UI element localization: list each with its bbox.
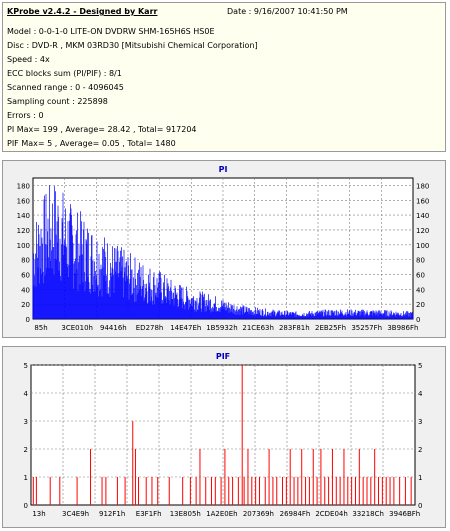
y-tick-label-right: 120 <box>416 227 429 235</box>
y-tick-label-right: 140 <box>416 212 429 220</box>
y-tick-label-right: 20 <box>416 301 425 309</box>
y-tick-label-left: 80 <box>21 257 30 265</box>
pi-chart: PI 0 0 20 20 40 40 60 60 80 80 100 100 120 120 140 140 16… <box>17 165 430 332</box>
y-tick-label-left: 180 <box>17 182 30 190</box>
y-tick-label-left: 5 <box>24 362 28 370</box>
y-tick-label-left: 0 <box>26 316 30 324</box>
x-tick-label: 2CDE04h <box>315 510 348 518</box>
pi-stats-line: PI Max= 199 , Average= 28.42 , Total= 91… <box>7 125 197 134</box>
x-tick-label: E3F1Fh <box>136 510 162 518</box>
range-line: Scanned range : 0 - 4096045 <box>7 83 124 92</box>
errors-line: Errors : 0 <box>7 111 44 120</box>
y-tick-label-left: 2 <box>24 446 28 454</box>
chart-title: PI <box>219 165 228 174</box>
pi-bars <box>32 185 414 319</box>
y-tick-label-right: 0 <box>418 502 422 510</box>
x-tick-label: 26984Fh <box>280 510 311 518</box>
x-tick-label: 13h <box>32 510 45 518</box>
chart-title: PIF <box>216 352 230 361</box>
x-tick-label: 3B986Fh <box>387 324 418 332</box>
x-tick-label: 283F81h <box>279 324 310 332</box>
x-tick-label: 1B5932h <box>206 324 238 332</box>
pif-chart: PIF 0 0 1 1 2 2 3 3 4 4 5 5 13h 3C4E9h 912F1h E3F1Fh 13E8… <box>24 352 423 518</box>
y-tick-label-left: 3 <box>24 418 28 426</box>
y-tick-label-right: 160 <box>416 197 429 205</box>
speed-line: Speed : 4x <box>7 55 50 64</box>
y-tick-label-right: 4 <box>418 390 423 398</box>
x-tick-label: 13E805h <box>170 510 201 518</box>
x-tick-label: 3C4E9h <box>62 510 89 518</box>
y-tick-label-left: 120 <box>17 227 30 235</box>
x-tick-label: 21CE63h <box>242 324 274 332</box>
x-tick-label: 94416h <box>100 324 127 332</box>
x-tick-label: 3CE010h <box>61 324 93 332</box>
y-tick-label-left: 40 <box>21 286 30 294</box>
x-tick-label: 33218Ch <box>352 510 384 518</box>
y-tick-label-right: 60 <box>416 271 425 279</box>
pi-chart-panel: PI 0 0 20 20 40 40 60 60 80 80 100 100 120 120 140 140 16… <box>2 160 446 338</box>
y-tick-label-left: 100 <box>17 242 30 250</box>
x-tick-label: 85h <box>34 324 47 332</box>
sampling-line: Sampling count : 225898 <box>7 97 108 106</box>
y-tick-label-left: 0 <box>24 502 28 510</box>
y-tick-label-left: 20 <box>21 301 30 309</box>
info-panel: KProbe v2.4.2 - Designed by Karr Date : … <box>2 2 446 152</box>
x-tick-label: ED278h <box>136 324 164 332</box>
x-tick-label: 14E47Eh <box>170 324 201 332</box>
ecc-line: ECC blocks sum (PI/PIF) : 8/1 <box>7 69 122 78</box>
x-tick-label: 35257Fh <box>351 324 382 332</box>
scan-date: Date : 9/16/2007 10:41:50 PM <box>227 7 348 16</box>
y-tick-label-left: 4 <box>24 390 29 398</box>
y-tick-label-right: 1 <box>418 474 422 482</box>
pif-bars <box>32 365 412 505</box>
x-tick-label: 207369h <box>243 510 274 518</box>
y-tick-label-right: 40 <box>416 286 425 294</box>
y-tick-label-left: 140 <box>17 212 30 220</box>
y-tick-label-left: 60 <box>21 271 30 279</box>
x-tick-label: 3946BFh <box>389 510 420 518</box>
y-tick-label-right: 2 <box>418 446 422 454</box>
y-tick-label-right: 100 <box>416 242 429 250</box>
y-tick-label-right: 5 <box>418 362 422 370</box>
y-tick-label-left: 160 <box>17 197 30 205</box>
pif-chart-panel: PIF 0 0 1 1 2 2 3 3 4 4 5 5 13h 3C4E9h 912F1h E3F1Fh 13E8… <box>2 346 446 528</box>
y-tick-label-right: 180 <box>416 182 429 190</box>
app-title: KProbe v2.4.2 - Designed by Karr <box>7 7 158 16</box>
y-tick-label-right: 0 <box>416 316 420 324</box>
y-tick-label-right: 80 <box>416 257 425 265</box>
pif-stats-line: PIF Max= 5 , Average= 0.05 , Total= 1480 <box>7 139 176 148</box>
disc-line: Disc : DVD-R , MKM 03RD30 [Mitsubishi Ch… <box>7 41 258 50</box>
y-tick-label-left: 1 <box>24 474 28 482</box>
x-tick-label: 1A2E0Eh <box>206 510 237 518</box>
x-tick-label: 2EB25Fh <box>315 324 346 332</box>
y-tick-label-right: 3 <box>418 418 422 426</box>
x-tick-label: 912F1h <box>99 510 125 518</box>
model-line: Model : 0-0-1-0 LITE-ON DVDRW SHM-165H6S… <box>7 27 215 36</box>
